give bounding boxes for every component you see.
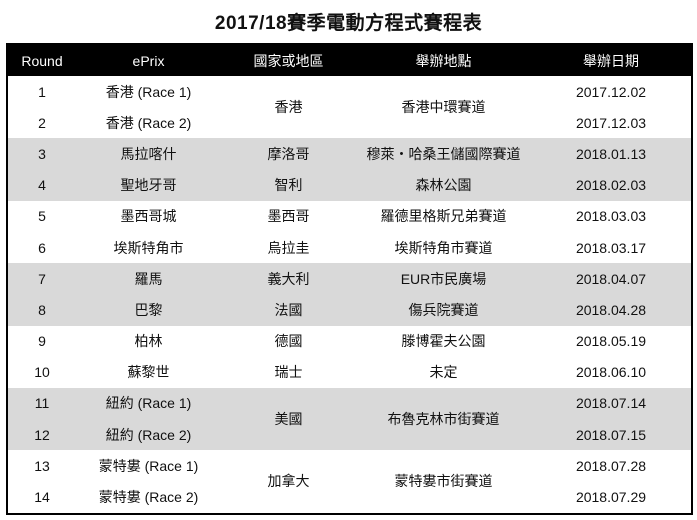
table-row: 14 蒙特婁 (Race 2) 2018.07.29 [7,481,692,513]
table-row: 7 羅馬 義大利 EUR市民廣場 2018.04.07 [7,263,692,295]
round-cell: 4 [7,169,76,201]
country-cell: 義大利 [221,263,356,295]
eprix-cell: 紐約 (Race 2) [76,419,221,451]
date-cell: 2018.04.07 [531,263,692,295]
eprix-cell: 馬拉喀什 [76,138,221,170]
date-cell: 2018.05.19 [575,333,647,350]
eprix-cell: 蒙特婁 (Race 1) [98,457,199,474]
date-cell: 2018.07.29 [575,489,647,506]
header-venue: 舉辦地點 [356,44,531,76]
header-row: Round ePrix 國家或地區 舉辦地點 舉辦日期 [7,44,692,76]
eprix-cell: 巴黎 [76,294,221,326]
eprix-cell: 墨西哥城 [120,208,177,225]
eprix-cell: 羅馬 [76,263,221,295]
table-row: 3 馬拉喀什 摩洛哥 穆萊・哈桑王儲國際賽道 2018.01.13 [7,138,692,170]
venue-cell: 蒙特婁市街賽道 [394,473,493,490]
venue-cell: 滕博霍夫公園 [401,333,486,350]
round-cell: 5 [38,208,46,225]
header-round: Round [7,44,76,76]
country-cell: 法國 [221,294,356,326]
country-cell: 美國 [221,387,356,451]
country-cell: 香港 [274,99,303,116]
venue-cell: 埃斯特角市賽道 [394,239,493,256]
country-cell: 墨西哥 [267,208,310,225]
date-cell: 2018.02.03 [531,169,692,201]
country-cell: 瑞士 [274,364,303,381]
table-row: 6 埃斯特角市 烏拉圭 埃斯特角市賽道 2018.03.17 [7,232,692,263]
table-row: 5 墨西哥城 墨西哥 羅德里格斯兄弟賽道 2018.03.03 [7,201,692,232]
date-cell: 2017.12.03 [575,114,647,131]
venue-cell: 未定 [429,364,458,381]
round-cell: 11 [7,387,76,420]
round-cell: 13 [34,457,50,474]
schedule-table: Round ePrix 國家或地區 舉辦地點 舉辦日期 1 香港 (Race 1)… [6,43,693,515]
date-cell: 2018.03.17 [575,239,647,256]
round-cell: 3 [7,138,76,170]
date-cell: 2018.04.28 [531,294,692,326]
round-cell: 12 [7,419,76,451]
header-country: 國家或地區 [221,44,356,76]
venue-cell: 香港中環賽道 [401,99,486,116]
eprix-cell: 紐約 (Race 1) [76,387,221,420]
table-body: 1 香港 (Race 1) 香港 香港中環賽道 2017.12.02 2 香港 (Race … [7,76,692,514]
date-cell: 2018.07.14 [531,387,692,420]
table-row: 11 紐約 (Race 1) 美國 布魯克林市街賽道 2018.07.14 [7,387,692,451]
venue-cell: EUR市民廣場 [356,263,531,295]
country-cell: 智利 [221,169,356,201]
eprix-cell: 柏林 [134,333,163,350]
round-cell: 2 [38,114,46,131]
date-cell: 2018.03.03 [575,208,647,225]
date-cell: 2018.06.10 [575,364,647,381]
round-cell: 10 [34,364,50,381]
date-cell: 2017.12.02 [575,83,647,100]
date-cell: 2018.07.15 [531,419,692,451]
table-row: 2 香港 (Race 2) 2017.12.03 [7,107,692,138]
country-cell: 烏拉圭 [267,239,310,256]
eprix-cell: 蘇黎世 [127,364,170,381]
venue-cell: 布魯克林市街賽道 [356,387,531,451]
eprix-cell: 埃斯特角市 [113,239,184,256]
venue-cell: 穆萊・哈桑王儲國際賽道 [356,138,531,170]
country-cell: 加拿大 [267,473,310,490]
table-row: 1 香港 (Race 1) 香港 香港中環賽道 2017.12.02 [7,76,692,116]
venue-cell: 傷兵院賽道 [356,294,531,326]
round-cell: 9 [38,333,46,350]
eprix-cell: 聖地牙哥 [76,169,221,201]
table-row: 4 聖地牙哥 智利 森林公園 2018.02.03 [7,169,692,201]
page-title: 2017/18賽季電動方程式賽程表 [214,13,483,34]
table-row: 10 蘇黎世 瑞士 未定 2018.06.10 [7,357,692,388]
round-cell: 8 [7,294,76,326]
venue-cell: 羅德里格斯兄弟賽道 [380,208,507,225]
eprix-cell: 香港 (Race 1) [105,83,192,100]
round-cell: 6 [38,239,46,256]
round-cell: 14 [34,489,50,506]
eprix-cell: 香港 (Race 2) [105,114,192,131]
table-row: 9 柏林 德國 滕博霍夫公園 2018.05.19 [7,326,692,357]
eprix-cell: 蒙特婁 (Race 2) [98,489,199,506]
date-cell: 2018.07.28 [575,457,647,474]
date-cell: 2018.01.13 [531,138,692,170]
table-row: 12 紐約 (Race 2) 2018.07.15 [7,419,692,451]
header-date: 舉辦日期 [531,44,692,76]
venue-cell: 森林公園 [356,169,531,201]
country-cell: 德國 [274,333,303,350]
round-cell: 1 [38,83,46,100]
table-row: 13 蒙特婁 (Race 1) 加拿大 蒙特婁市街賽道 2018.07.28 [7,450,692,490]
round-cell: 7 [7,263,76,295]
header-eprix: ePrix [76,44,221,76]
table-row: 8 巴黎 法國 傷兵院賽道 2018.04.28 [7,294,692,326]
country-cell: 摩洛哥 [221,138,356,170]
